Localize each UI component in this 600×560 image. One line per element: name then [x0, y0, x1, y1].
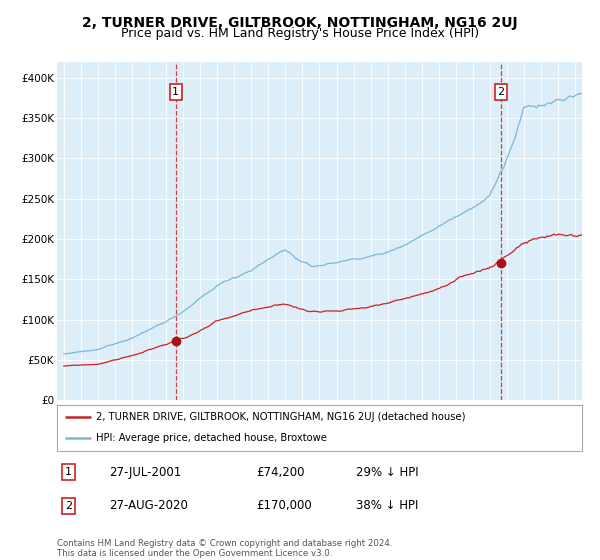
Text: 27-JUL-2001: 27-JUL-2001: [110, 465, 182, 479]
Text: 1: 1: [172, 87, 179, 97]
Text: £170,000: £170,000: [257, 499, 312, 512]
Text: 2, TURNER DRIVE, GILTBROOK, NOTTINGHAM, NG16 2UJ (detached house): 2, TURNER DRIVE, GILTBROOK, NOTTINGHAM, …: [97, 412, 466, 422]
Text: 2: 2: [65, 501, 72, 511]
Text: 1: 1: [65, 467, 72, 477]
Text: £74,200: £74,200: [257, 465, 305, 479]
Text: 27-AUG-2020: 27-AUG-2020: [110, 499, 188, 512]
Text: Contains HM Land Registry data © Crown copyright and database right 2024.
This d: Contains HM Land Registry data © Crown c…: [57, 539, 392, 558]
Text: 38% ↓ HPI: 38% ↓ HPI: [356, 499, 419, 512]
Text: HPI: Average price, detached house, Broxtowe: HPI: Average price, detached house, Brox…: [97, 433, 327, 444]
Text: 2: 2: [497, 87, 505, 97]
Text: 2, TURNER DRIVE, GILTBROOK, NOTTINGHAM, NG16 2UJ: 2, TURNER DRIVE, GILTBROOK, NOTTINGHAM, …: [82, 16, 518, 30]
Text: 29% ↓ HPI: 29% ↓ HPI: [356, 465, 419, 479]
Text: Price paid vs. HM Land Registry's House Price Index (HPI): Price paid vs. HM Land Registry's House …: [121, 27, 479, 40]
